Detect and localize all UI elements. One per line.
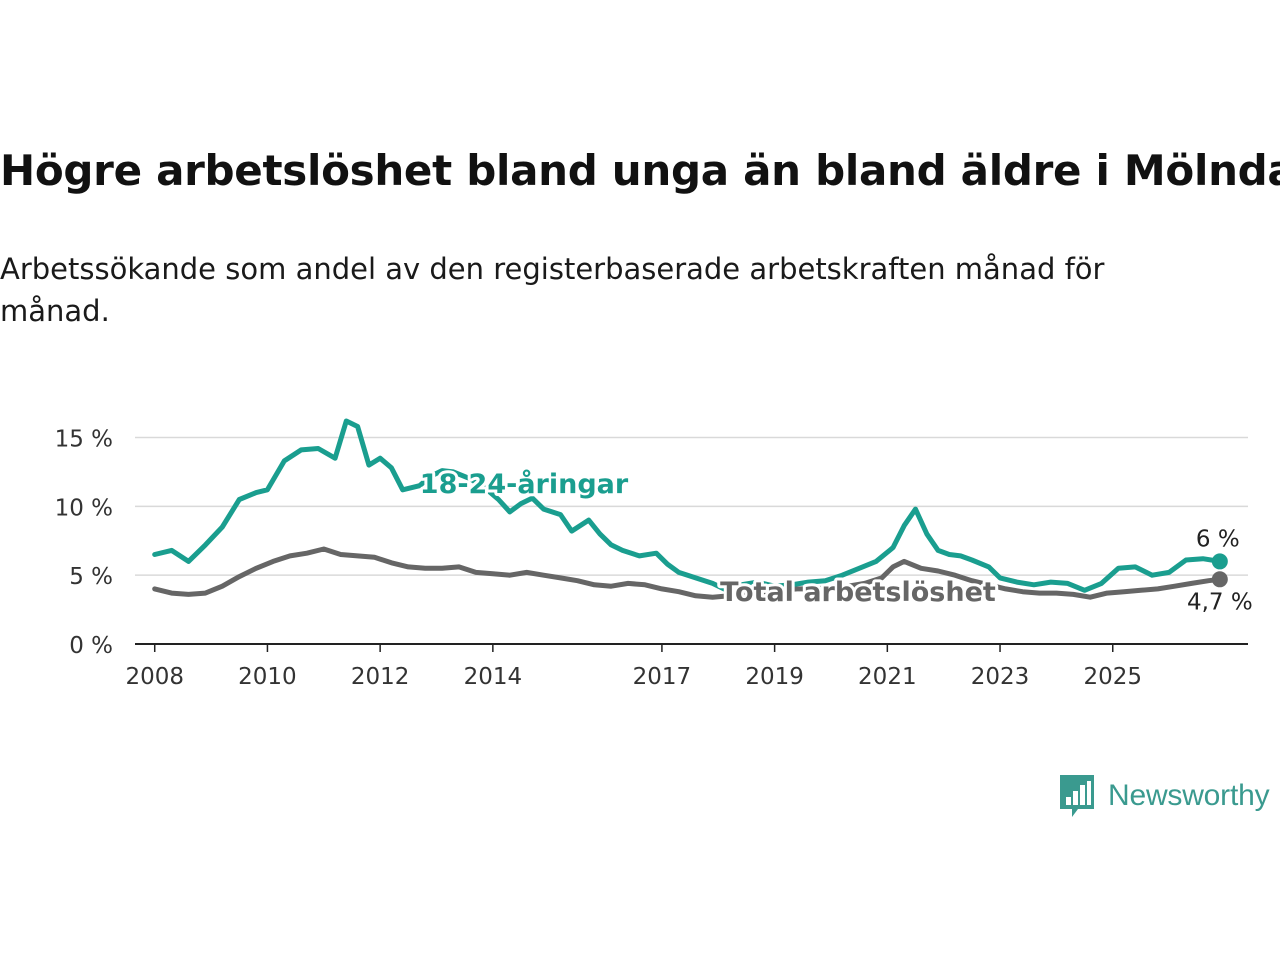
x-tick-label: 2019 [745,664,804,690]
x-axis: 2008 2010 2012 2014 2017 2019 2021 2023 2025 [125,644,1142,690]
end-point-18-24 [1211,553,1228,570]
x-tick-label: 2010 [238,664,297,690]
series-name-total: Total arbetslöshet [720,577,996,608]
x-tick-label: 2017 [633,664,692,690]
y-tick-label: 0 % [69,633,113,659]
series-lines [152,418,1228,600]
x-tick-label: 2025 [1083,664,1142,690]
y-tick-label: 15 % [55,427,113,453]
y-tick-label: 10 % [55,495,113,521]
series-labels: 18-24-åringar Total arbetslöshet 6 % 4,7 % [417,465,1253,615]
series-name-18-24: 18-24-åringar [420,468,629,500]
bar-chart-speech-bubble-icon [1060,775,1094,817]
y-axis: 0 % 5 % 10 % 15 % [55,427,113,659]
line-chart: 0 %5 %10 %15 % 2008 2010 2012 2014 2017 2019 2… [55,418,1253,690]
x-tick-label: 2021 [858,664,917,690]
brand-logo: Newsworthy [1058,773,1270,819]
brand-name: Newsworthy [1108,779,1270,812]
x-tick-label: 2014 [464,664,523,690]
end-point-total [1211,571,1228,588]
series-line-total [152,546,1223,600]
x-tick-label: 2012 [351,664,410,690]
chart-title: Högre arbetslöshet bland unga än bland ä… [0,146,1280,195]
end-label-18-24: 6 % [1196,526,1240,552]
end-label-total: 4,7 % [1187,589,1253,615]
x-tick-label: 2023 [971,664,1030,690]
x-tick-label: 2008 [125,664,184,690]
y-tick-label: 5 % [69,564,113,590]
series-line-18-24 [152,418,1223,593]
chart-subtitle: Arbetssökande som andel av den registerb… [0,252,1105,328]
